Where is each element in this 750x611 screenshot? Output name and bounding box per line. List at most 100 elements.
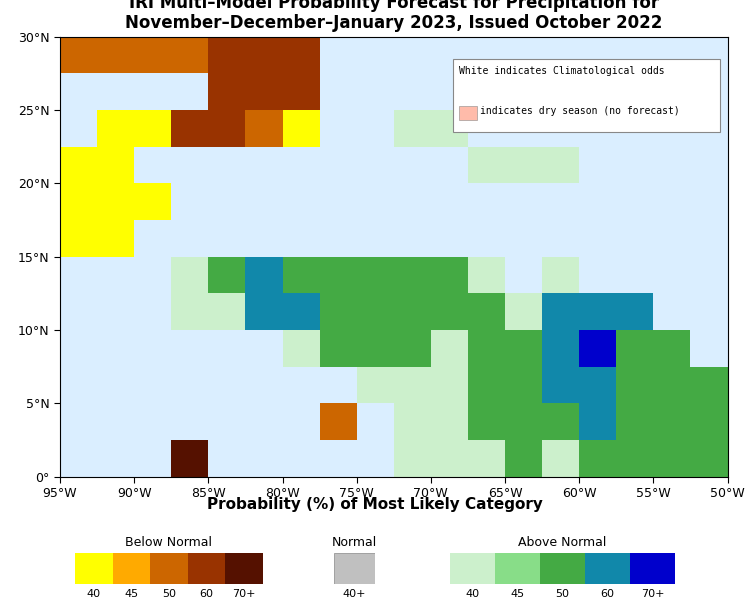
Text: Normal: Normal xyxy=(332,536,377,549)
Bar xyxy=(225,553,262,584)
Bar xyxy=(394,257,430,293)
Bar xyxy=(283,257,320,293)
Text: 60: 60 xyxy=(601,589,614,599)
Bar xyxy=(430,330,468,367)
Bar xyxy=(283,293,320,330)
Bar xyxy=(283,37,320,73)
Bar xyxy=(171,440,208,477)
Bar xyxy=(653,403,691,440)
Bar xyxy=(505,293,542,330)
Text: 45: 45 xyxy=(511,589,524,599)
Bar xyxy=(505,403,542,440)
Bar xyxy=(394,293,430,330)
Bar xyxy=(430,293,468,330)
Text: 70+: 70+ xyxy=(640,589,664,599)
Bar xyxy=(468,257,505,293)
Bar xyxy=(209,110,245,147)
Bar xyxy=(505,330,542,367)
Bar xyxy=(394,330,430,367)
Bar xyxy=(320,293,357,330)
Bar xyxy=(616,330,653,367)
Text: 45: 45 xyxy=(124,589,138,599)
Bar xyxy=(579,293,616,330)
Bar xyxy=(394,110,430,147)
Text: Above Normal: Above Normal xyxy=(518,536,607,549)
Bar xyxy=(579,440,616,477)
Bar xyxy=(653,440,691,477)
Bar xyxy=(134,110,171,147)
Title: IRI Multi–Model Probability Forecast for Precipitation for
November–December–Jan: IRI Multi–Model Probability Forecast for… xyxy=(125,0,662,32)
Bar xyxy=(468,403,505,440)
Text: 50: 50 xyxy=(556,589,569,599)
Bar xyxy=(134,183,171,220)
Bar xyxy=(542,440,579,477)
Bar xyxy=(542,147,579,183)
Bar xyxy=(468,367,505,403)
Bar xyxy=(357,257,394,293)
Text: 70+: 70+ xyxy=(232,589,256,599)
Bar xyxy=(505,147,542,183)
Bar xyxy=(245,73,283,110)
Text: 60: 60 xyxy=(200,589,213,599)
Bar xyxy=(320,257,357,293)
Text: 40+: 40+ xyxy=(343,589,366,599)
Bar xyxy=(283,110,320,147)
Bar xyxy=(97,110,134,147)
Bar xyxy=(171,110,208,147)
Bar xyxy=(585,553,630,584)
Bar xyxy=(245,257,283,293)
Bar xyxy=(60,37,97,73)
Bar xyxy=(653,330,691,367)
Bar xyxy=(653,367,691,403)
Bar xyxy=(542,330,579,367)
Bar xyxy=(616,440,653,477)
Bar xyxy=(542,293,579,330)
Bar xyxy=(468,147,505,183)
Bar xyxy=(245,110,283,147)
Bar xyxy=(542,403,579,440)
Bar xyxy=(505,440,542,477)
Bar xyxy=(579,330,616,367)
Bar xyxy=(97,183,134,220)
Bar xyxy=(112,553,150,584)
Bar xyxy=(450,553,495,584)
Bar xyxy=(430,403,468,440)
Text: Below Normal: Below Normal xyxy=(125,536,212,549)
Bar xyxy=(171,37,208,73)
Bar xyxy=(468,330,505,367)
Bar xyxy=(320,403,357,440)
Bar xyxy=(97,147,134,183)
Bar xyxy=(134,37,171,73)
Bar xyxy=(209,37,283,73)
Bar xyxy=(430,367,468,403)
Bar xyxy=(97,220,134,257)
Text: White indicates Climatological odds: White indicates Climatological odds xyxy=(459,66,664,76)
Text: 40: 40 xyxy=(87,589,100,599)
Text: 40: 40 xyxy=(466,589,479,599)
Bar xyxy=(394,367,430,403)
Bar xyxy=(542,257,579,293)
Bar xyxy=(430,257,468,293)
Bar xyxy=(616,403,653,440)
Bar xyxy=(245,293,283,330)
Bar xyxy=(495,553,540,584)
Bar xyxy=(616,293,653,330)
Bar xyxy=(283,73,320,110)
Bar xyxy=(60,183,97,220)
Bar xyxy=(579,367,616,403)
Bar xyxy=(60,147,97,183)
Bar xyxy=(691,367,728,403)
Bar xyxy=(283,330,320,367)
Bar xyxy=(540,553,585,584)
Bar xyxy=(320,330,357,367)
Bar xyxy=(691,440,728,477)
Bar xyxy=(468,293,505,330)
Bar xyxy=(357,293,394,330)
Bar xyxy=(453,59,720,132)
Text: 50: 50 xyxy=(162,589,176,599)
Bar xyxy=(97,37,134,73)
Bar xyxy=(188,553,225,584)
Bar xyxy=(468,440,505,477)
Bar xyxy=(357,330,394,367)
Bar xyxy=(394,440,430,477)
